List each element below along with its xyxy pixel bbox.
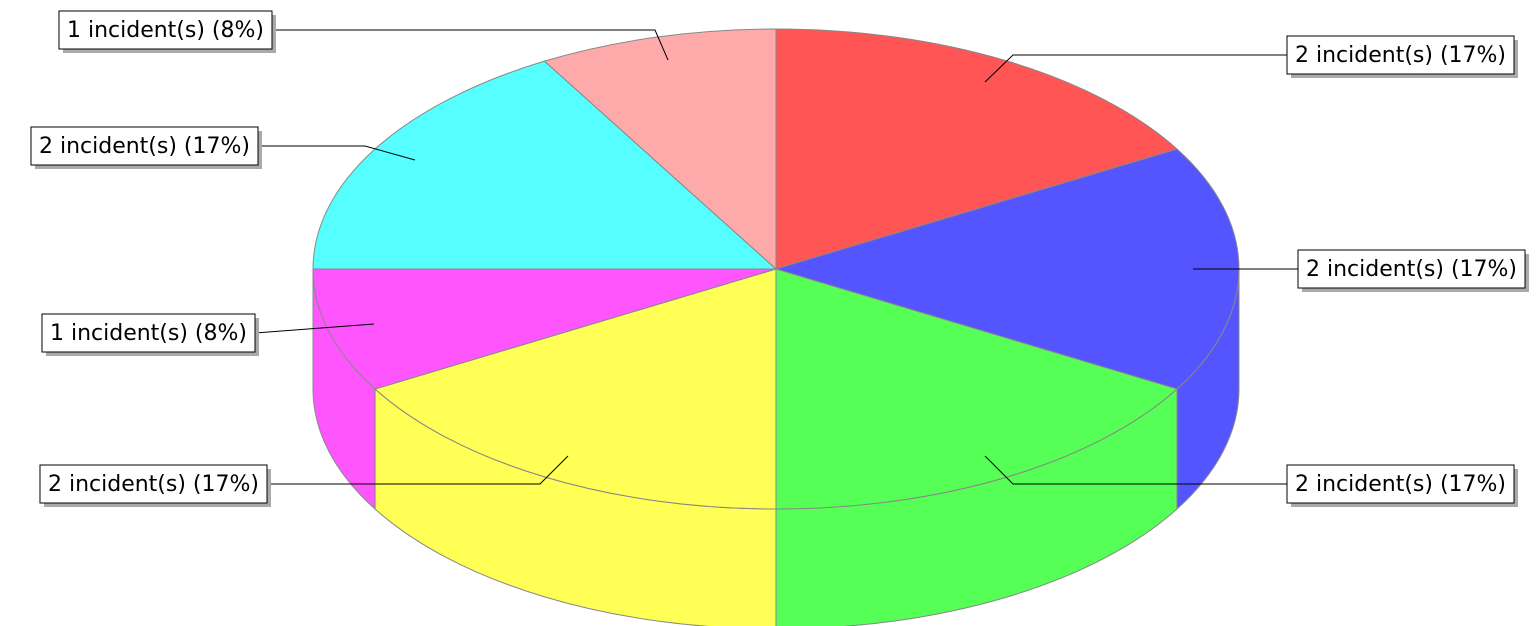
slice-label: 2 incident(s) (17%) [48, 472, 259, 497]
leader-line [984, 54, 1287, 83]
slice-label: 2 incident(s) (17%) [1306, 257, 1517, 282]
label-box [41, 313, 256, 353]
pie-slice [775, 268, 1178, 510]
leader-line [272, 29, 669, 61]
slice-label: 2 incident(s) (17%) [39, 134, 250, 159]
label-box [1297, 249, 1526, 289]
label-box [1286, 35, 1515, 75]
pie-slice [775, 28, 1178, 270]
leader-line [984, 455, 1287, 485]
slice-label: 2 incident(s) (17%) [1295, 43, 1506, 68]
slice-label: 1 incident(s) (8%) [50, 321, 247, 346]
label-box [39, 464, 268, 504]
leader-line [254, 323, 375, 334]
pie-slice [312, 268, 777, 390]
label-box [1286, 464, 1515, 504]
slice-label: 1 incident(s) (8%) [67, 18, 264, 43]
pie-slice [543, 28, 777, 271]
slice-label: 2 incident(s) (17%) [1295, 472, 1506, 497]
label-box [58, 10, 273, 50]
pie-slice [374, 268, 777, 510]
leader-line [267, 455, 569, 485]
leader-line [258, 145, 416, 161]
label-box [30, 126, 259, 166]
